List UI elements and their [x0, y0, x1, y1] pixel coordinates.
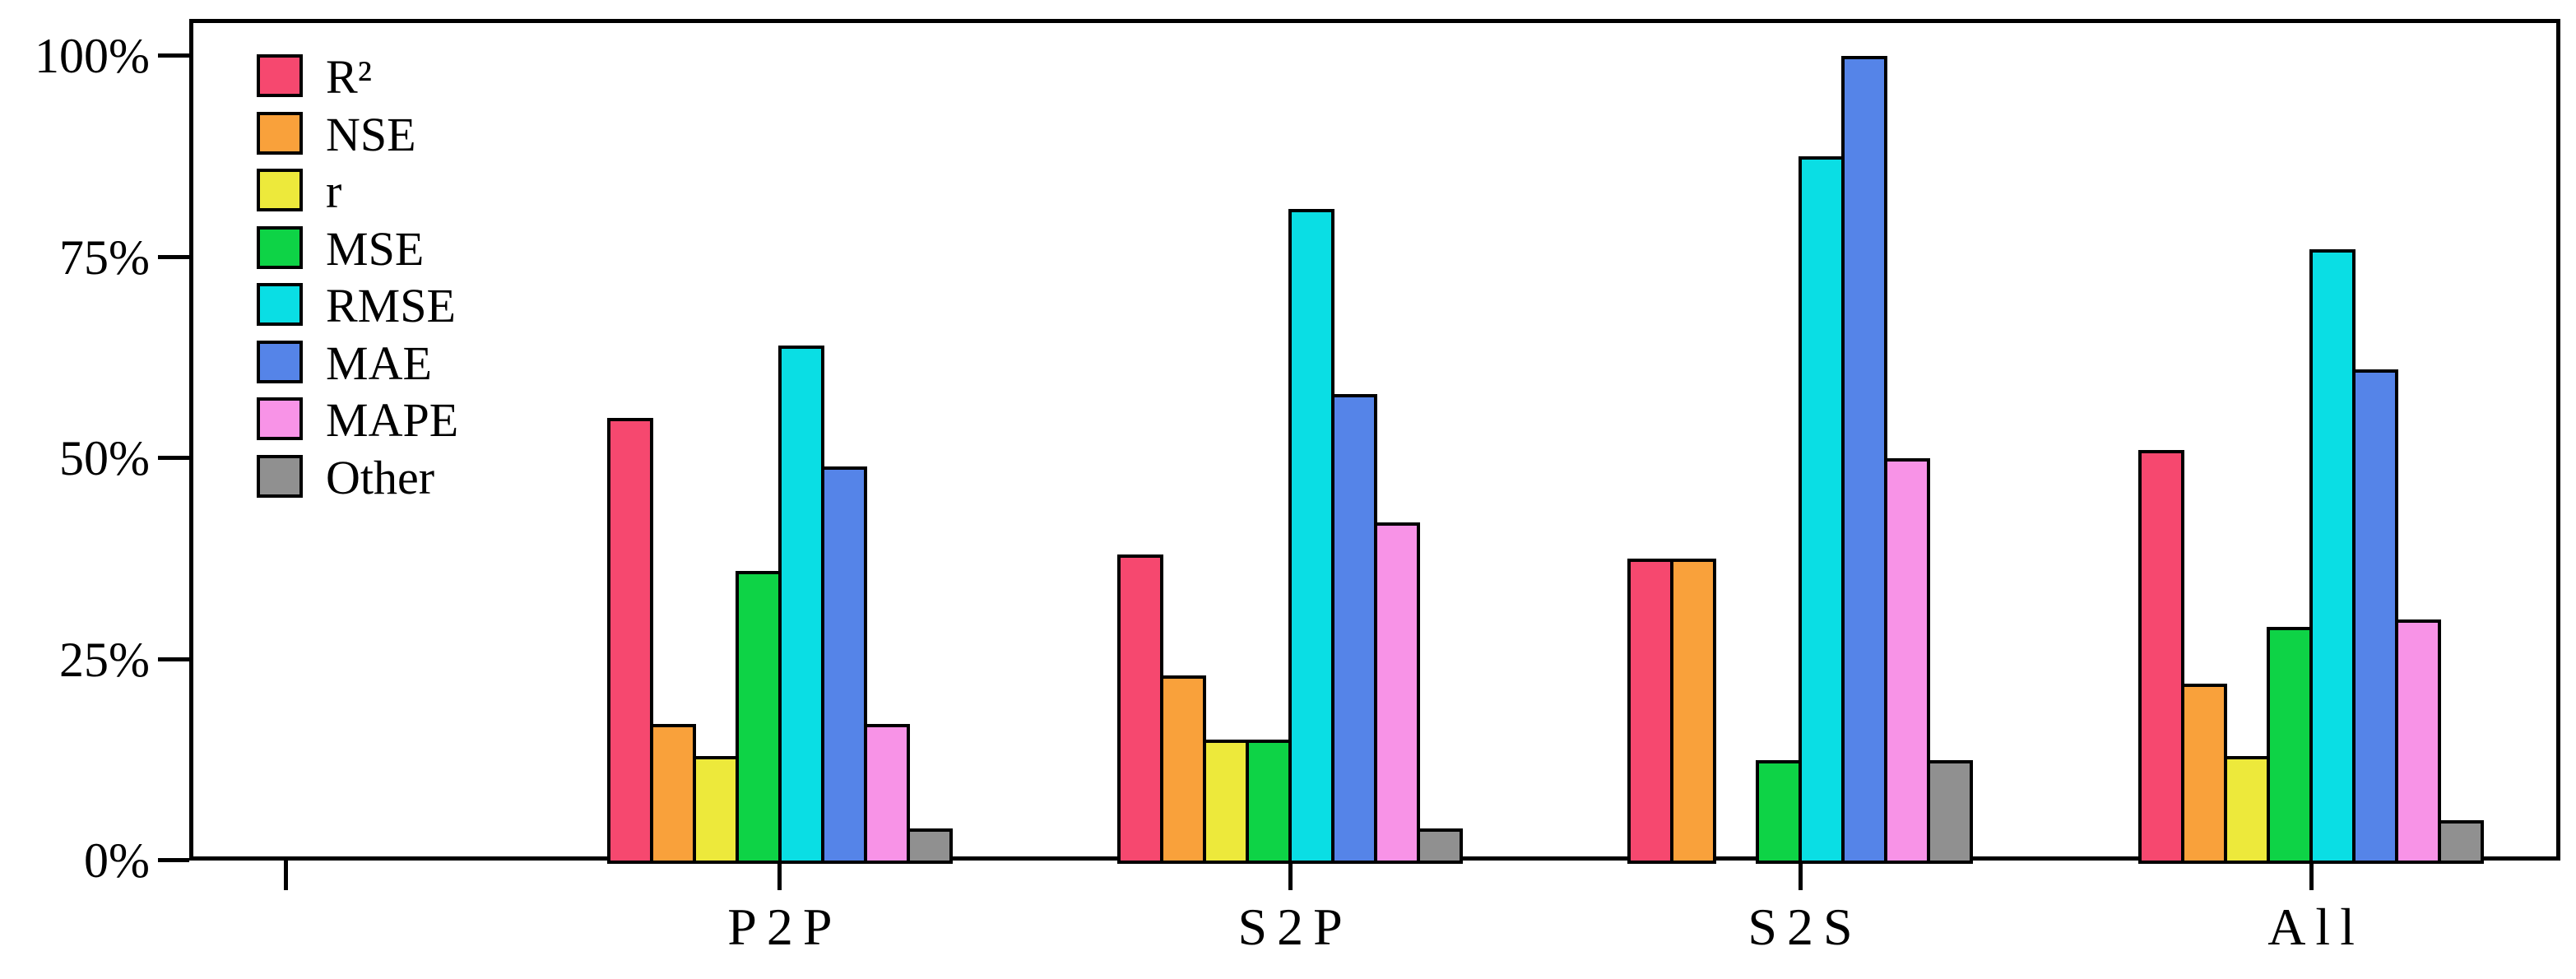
- bar-r2-s2p: [1117, 554, 1164, 864]
- bar-mse-s2s: [1756, 759, 1803, 864]
- x-category-label-s2s: S2S: [1748, 898, 1863, 956]
- bar-mae-all: [2352, 369, 2399, 864]
- y-tick-label: 75%: [59, 230, 150, 285]
- x-category-label-s2p: S2P: [1237, 898, 1353, 956]
- bar-mae-p2p: [820, 466, 867, 864]
- y-tick-mark: [158, 456, 189, 460]
- legend-label-r2: R²: [326, 50, 373, 104]
- y-tick-mark: [158, 657, 189, 661]
- x-category-label-p2p: P2P: [727, 898, 842, 956]
- x-tick-mark: [1288, 861, 1293, 890]
- bar-nse-s2s: [1670, 559, 1717, 864]
- legend-swatch-r: [257, 169, 303, 211]
- bar-mae-s2p: [1331, 393, 1378, 864]
- y-tick-label: 50%: [59, 431, 150, 485]
- legend-swatch-nse: [257, 111, 303, 155]
- bar-nse-s2p: [1160, 675, 1207, 864]
- bar-r-all: [2224, 755, 2271, 864]
- bar-mae-s2s: [1841, 56, 1888, 864]
- bar-mse-p2p: [735, 570, 782, 864]
- x-category-label-all: All: [2267, 898, 2365, 956]
- y-tick-mark: [158, 53, 189, 58]
- legend-swatch-mae: [257, 340, 303, 383]
- bar-rmse-all: [2309, 248, 2356, 864]
- bar-r2-p2p: [606, 418, 653, 864]
- legend-label-r: r: [326, 165, 342, 218]
- legend-swatch-r2: [257, 54, 303, 97]
- legend-label-mse: MSE: [326, 221, 425, 276]
- y-tick-label: 0%: [84, 833, 150, 888]
- bar-r-p2p: [692, 755, 739, 864]
- legend-label-mae: MAE: [326, 336, 432, 390]
- bar-r-s2p: [1203, 740, 1250, 864]
- x-tick-mark: [283, 861, 288, 890]
- bar-other-s2s: [1927, 759, 1974, 864]
- legend-label-other: Other: [326, 450, 435, 504]
- y-tick-mark: [158, 858, 189, 862]
- bar-mse-s2p: [1246, 740, 1293, 864]
- bar-mse-all: [2267, 627, 2314, 864]
- legend-swatch-mape: [257, 397, 303, 440]
- bar-mape-s2s: [1884, 458, 1931, 864]
- legend-swatch-other: [257, 454, 303, 498]
- bar-other-s2p: [1417, 828, 1464, 864]
- legend-swatch-rmse: [257, 283, 303, 326]
- bar-other-all: [2438, 820, 2485, 864]
- bar-mape-all: [2395, 619, 2442, 864]
- bar-rmse-s2p: [1288, 208, 1335, 864]
- x-tick-mark: [777, 861, 782, 890]
- bar-other-p2p: [906, 828, 953, 864]
- bar-mape-p2p: [863, 723, 910, 864]
- x-tick-mark: [1798, 861, 1803, 890]
- bar-r2-s2s: [1627, 559, 1674, 864]
- y-tick-label: 100%: [35, 29, 150, 83]
- legend-label-mape: MAPE: [326, 393, 459, 447]
- x-tick-mark: [2309, 861, 2314, 890]
- legend-label-rmse: RMSE: [326, 279, 456, 332]
- bar-rmse-s2s: [1799, 156, 1845, 864]
- bar-nse-all: [2181, 683, 2228, 864]
- bar-mape-s2p: [1374, 522, 1421, 864]
- bar-nse-p2p: [649, 723, 696, 864]
- bar-r2-all: [2138, 450, 2185, 864]
- legend-swatch-mse: [257, 225, 303, 269]
- legend-label-nse: NSE: [326, 107, 416, 161]
- y-tick-mark: [158, 254, 189, 259]
- bar-rmse-p2p: [777, 346, 824, 864]
- y-tick-label: 25%: [59, 632, 150, 687]
